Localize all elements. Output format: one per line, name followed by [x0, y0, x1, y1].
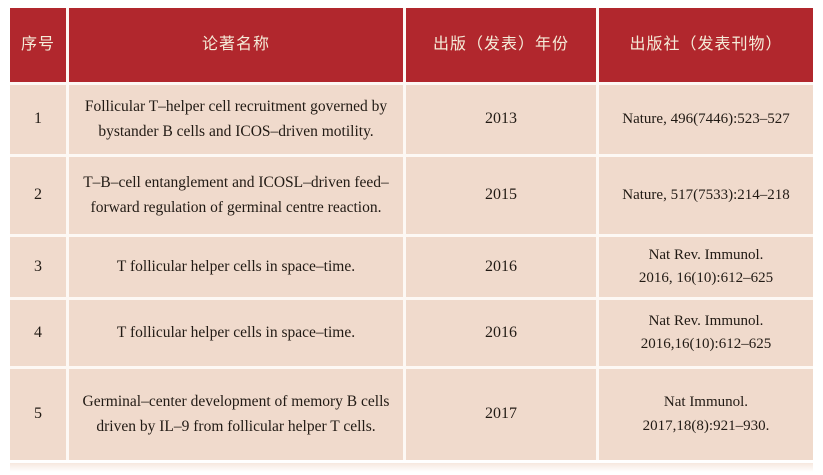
- row-index: 1: [10, 85, 66, 154]
- row-year: 2015: [406, 157, 596, 234]
- row-year: 2017: [406, 369, 596, 460]
- header-cell-title: 论著名称: [69, 8, 403, 82]
- row-publisher: Nat Immunol. 2017,18(8):921–930.: [599, 369, 813, 460]
- row-publisher: Nat Rev. Immunol. 2016, 16(10):612–625: [599, 237, 813, 297]
- row-publisher: Nat Rev. Immunol. 2016,16(10):612–625: [599, 300, 813, 366]
- row-year: 2016: [406, 300, 596, 366]
- header-cell-publisher: 出版社（发表刊物）: [599, 8, 813, 82]
- row-title: T follicular helper cells in space–time.: [69, 300, 403, 366]
- header-cell-year: 出版（发表）年份: [406, 8, 596, 82]
- row-title: T follicular helper cells in space–time.: [69, 237, 403, 297]
- row-title: Follicular T–helper cell recruitment gov…: [69, 85, 403, 154]
- row-title: Germinal–center development of memory B …: [69, 369, 403, 460]
- row-year: 2013: [406, 85, 596, 154]
- row-publisher: Nature, 496(7446):523–527: [599, 85, 813, 154]
- publications-table: 序号 论著名称 出版（发表）年份 出版社（发表刊物） 1 Follicular …: [10, 8, 813, 460]
- row-index: 4: [10, 300, 66, 366]
- row-title: T–B–cell entanglement and ICOSL–driven f…: [69, 157, 403, 234]
- row-year: 2016: [406, 237, 596, 297]
- row-index: 5: [10, 369, 66, 460]
- row-publisher: Nature, 517(7533):214–218: [599, 157, 813, 234]
- header-cell-index: 序号: [10, 8, 66, 82]
- row-index: 2: [10, 157, 66, 234]
- row-index: 3: [10, 237, 66, 297]
- table-bottom-fade: [10, 463, 813, 472]
